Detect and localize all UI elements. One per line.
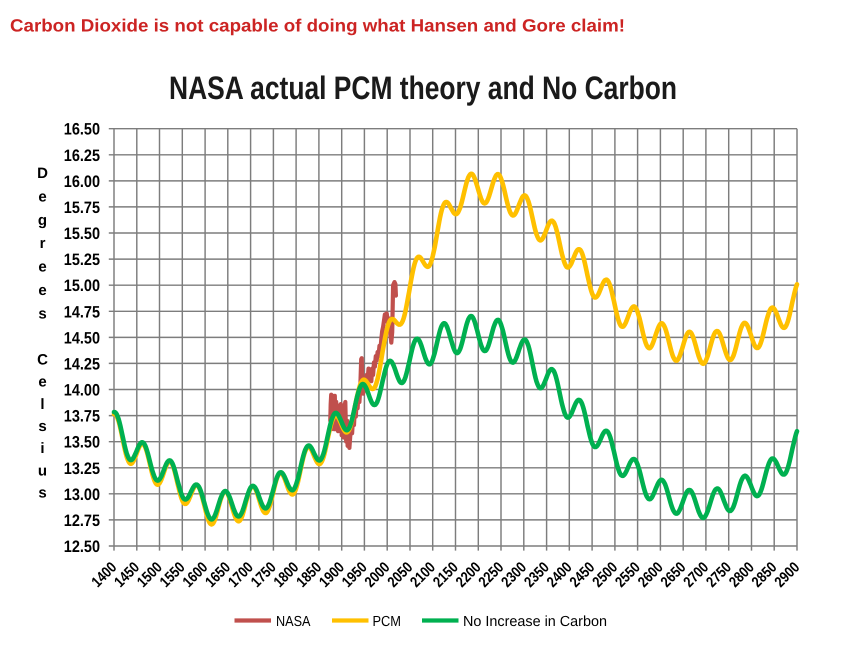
svg-text:No Increase in Carbon: No Increase in Carbon: [463, 614, 607, 630]
svg-text:14.75: 14.75: [64, 302, 100, 321]
svg-text:g: g: [38, 212, 47, 229]
svg-text:14.25: 14.25: [64, 354, 100, 373]
svg-text:e: e: [38, 374, 46, 391]
svg-text:15.50: 15.50: [64, 224, 100, 243]
svg-text:13.75: 13.75: [64, 407, 100, 426]
svg-text:16.50: 16.50: [64, 120, 100, 139]
svg-text:NASA actual PCM theory and No: NASA actual PCM theory and No Carbon: [169, 70, 677, 106]
svg-text:i: i: [40, 440, 44, 457]
svg-text:D: D: [37, 165, 48, 182]
svg-text:s: s: [38, 305, 46, 322]
svg-text:e: e: [38, 188, 46, 205]
svg-text:u: u: [38, 462, 47, 479]
svg-text:l: l: [40, 396, 44, 413]
svg-text:14.50: 14.50: [64, 328, 100, 347]
svg-text:PCM: PCM: [373, 614, 402, 630]
svg-text:s: s: [38, 418, 46, 435]
svg-text:16.00: 16.00: [64, 172, 100, 191]
svg-text:12.75: 12.75: [64, 511, 100, 530]
svg-text:15.00: 15.00: [64, 276, 100, 295]
svg-text:13.25: 13.25: [64, 459, 100, 478]
svg-text:r: r: [40, 235, 46, 252]
svg-text:13.00: 13.00: [64, 485, 100, 504]
svg-text:NASA: NASA: [276, 614, 311, 630]
svg-text:14.00: 14.00: [64, 381, 100, 400]
svg-text:e: e: [38, 259, 46, 276]
svg-text:C: C: [37, 351, 48, 368]
svg-text:15.75: 15.75: [64, 198, 100, 217]
svg-text:16.25: 16.25: [64, 146, 100, 165]
svg-text:12.50: 12.50: [64, 537, 100, 556]
svg-text:15.25: 15.25: [64, 250, 100, 269]
svg-text:e: e: [38, 282, 46, 299]
svg-text:13.50: 13.50: [64, 433, 100, 452]
svg-text:Carbon Dioxide is not capable: Carbon Dioxide is not capable of doing w…: [10, 15, 625, 35]
svg-text:s: s: [38, 485, 46, 502]
